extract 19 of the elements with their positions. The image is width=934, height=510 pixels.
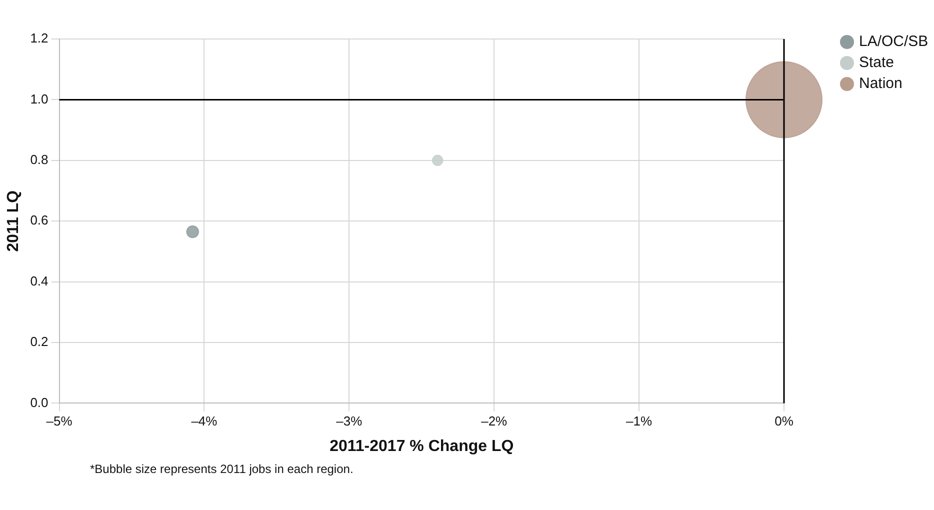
x-axis-title: 2011-2017 % Change LQ	[330, 438, 514, 455]
y-tick-label: 0.4	[30, 273, 48, 288]
y-tick-label: 1.0	[30, 91, 48, 106]
y-tick-label: 0.6	[30, 212, 48, 228]
x-tick-label: –2%	[481, 414, 508, 429]
x-tick-label: 0%	[774, 414, 794, 429]
y-tick-label: 0.2	[30, 334, 48, 350]
x-tick-label: –1%	[626, 414, 652, 429]
text: *Bubble size represents 2011 jobs in each region.	[90, 462, 354, 476]
x-tick-label: –5%	[46, 414, 73, 429]
legend-label: Nation	[859, 75, 902, 92]
y-tick-label: 0.0	[30, 394, 48, 410]
y-axis-title: 2011 LQ	[5, 190, 22, 252]
y-tick-label: 1.2	[30, 30, 48, 46]
x-tick-label: –3%	[336, 414, 363, 429]
legend-label: State	[859, 54, 894, 71]
x-tick-label: –4%	[191, 414, 218, 429]
legend-label: LA/OC/SB	[859, 33, 928, 50]
y-tick-label: 0.8	[30, 152, 48, 167]
